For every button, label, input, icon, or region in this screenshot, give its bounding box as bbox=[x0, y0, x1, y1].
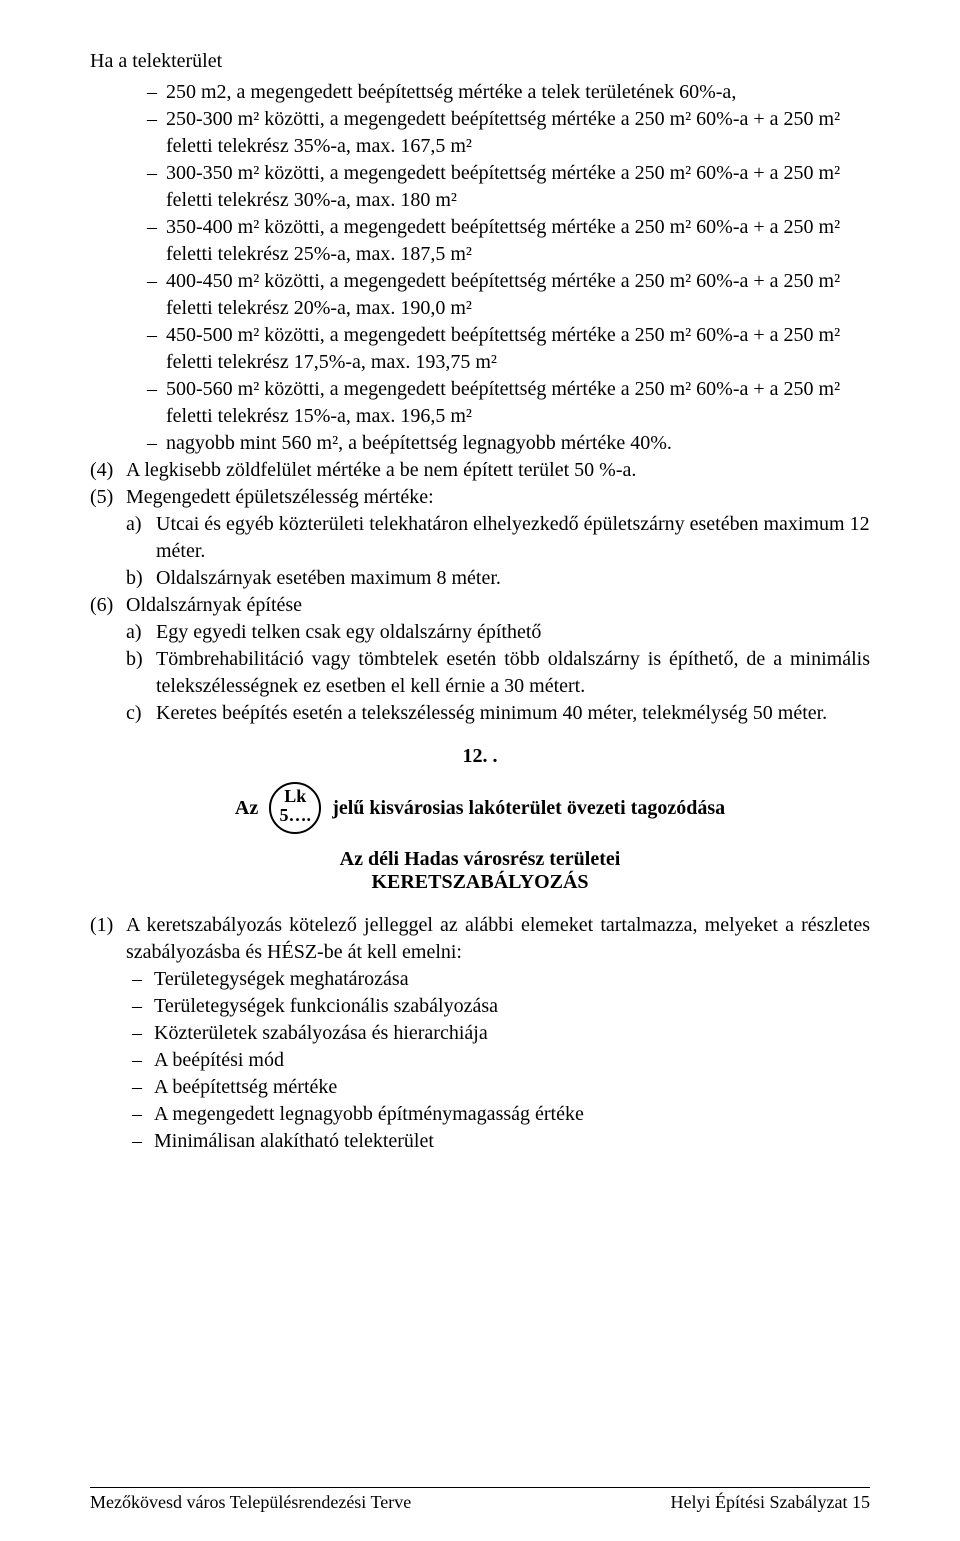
bullet-dash: – bbox=[138, 430, 166, 457]
bullet-dash: – bbox=[138, 214, 166, 268]
paragraph-1-list: –Területegységek meghatározása–Területeg… bbox=[126, 966, 870, 1155]
page-footer: Mezőkövesd város Településrendezési Terv… bbox=[90, 1487, 870, 1513]
letter-label: c) bbox=[126, 700, 156, 727]
letter-item: a)Egy egyedi telken csak egy oldalszárny… bbox=[126, 619, 870, 646]
bullet-item: –350-400 m² közötti, a megengedett beépí… bbox=[138, 214, 870, 268]
center-line-2: KERETSZABÁLYOZÁS bbox=[90, 871, 870, 894]
item-5: (5) Megengedett épületszélesség mértéke: bbox=[90, 484, 870, 511]
bullet-text: 300-350 m² közötti, a megengedett beépít… bbox=[166, 160, 870, 214]
bullet-item: –400-450 m² közötti, a megengedett beépí… bbox=[138, 268, 870, 322]
dash-mark: – bbox=[126, 1128, 154, 1155]
dash-mark: – bbox=[126, 1101, 154, 1128]
dash-text: A beépítési mód bbox=[154, 1047, 870, 1074]
letter-item: b)Oldalszárnyak esetében maximum 8 méter… bbox=[126, 565, 870, 592]
bullet-text: 250-300 m² közötti, a megengedett beépít… bbox=[166, 106, 870, 160]
letter-text: Utcai és egyéb közterületi telekhatáron … bbox=[156, 511, 870, 565]
center-line-1: Az déli Hadas városrész területei bbox=[90, 848, 870, 871]
dash-text: Területegységek meghatározása bbox=[154, 966, 870, 993]
item-5-sublist: a)Utcai és egyéb közterületi telekhatáro… bbox=[90, 511, 870, 592]
dash-text: Minimálisan alakítható telekterület bbox=[154, 1128, 870, 1155]
dash-item: –Területegységek funkcionális szabályozá… bbox=[126, 993, 870, 1020]
bullet-text: 500-560 m² közötti, a megengedett beépít… bbox=[166, 376, 870, 430]
section-number: 12. . bbox=[90, 745, 870, 768]
letter-item: a)Utcai és egyéb közterületi telekhatáro… bbox=[126, 511, 870, 565]
letter-text: Egy egyedi telken csak egy oldalszárny é… bbox=[156, 619, 870, 646]
bullet-item: –500-560 m² közötti, a megengedett beépí… bbox=[138, 376, 870, 430]
bullet-text: 250 m2, a megengedett beépítettség mérté… bbox=[166, 79, 870, 106]
letter-item: c)Keretes beépítés esetén a telekszéless… bbox=[126, 700, 870, 727]
bullet-dash: – bbox=[138, 106, 166, 160]
dash-mark: – bbox=[126, 993, 154, 1020]
item-6-sublist: a)Egy egyedi telken csak egy oldalszárny… bbox=[90, 619, 870, 727]
letter-item: b)Tömbrehabilitáció vagy tömbtelek eseté… bbox=[126, 646, 870, 700]
item-5-text: Megengedett épületszélesség mértéke: bbox=[126, 484, 870, 511]
letter-label: a) bbox=[126, 619, 156, 646]
dash-item: –Területegységek meghatározása bbox=[126, 966, 870, 993]
bullet-text: 350-400 m² közötti, a megengedett beépít… bbox=[166, 214, 870, 268]
dash-item: –Közterületek szabályozása és hierarchiá… bbox=[126, 1020, 870, 1047]
zone-badge-bottom: 5…. bbox=[271, 806, 319, 825]
bullet-dash: – bbox=[138, 376, 166, 430]
letter-text: Keretes beépítés esetén a telekszélesség… bbox=[156, 700, 870, 727]
letter-label: b) bbox=[126, 565, 156, 592]
dash-mark: – bbox=[126, 966, 154, 993]
dash-mark: – bbox=[126, 1020, 154, 1047]
letter-label: a) bbox=[126, 511, 156, 565]
footer-left: Mezőkövesd város Településrendezési Terv… bbox=[90, 1492, 411, 1513]
dash-item: –Minimálisan alakítható telekterület bbox=[126, 1128, 870, 1155]
bullet-item: –450-500 m² közötti, a megengedett beépí… bbox=[138, 322, 870, 376]
bullet-dash: – bbox=[138, 322, 166, 376]
paragraph-1: (1) A keretszabályozás kötelező jellegge… bbox=[90, 912, 870, 966]
letter-text: Tömbrehabilitáció vagy tömbtelek esetén … bbox=[156, 646, 870, 700]
dash-item: –A beépítettség mértéke bbox=[126, 1074, 870, 1101]
letter-text: Oldalszárnyak esetében maximum 8 méter. bbox=[156, 565, 870, 592]
bullet-text: 400-450 m² közötti, a megengedett beépít… bbox=[166, 268, 870, 322]
dash-text: A beépítettség mértéke bbox=[154, 1074, 870, 1101]
dash-text: Közterületek szabályozása és hierarchiáj… bbox=[154, 1020, 870, 1047]
item-6-label: (6) bbox=[90, 592, 126, 619]
bullet-dash: – bbox=[138, 268, 166, 322]
dash-text: Területegységek funkcionális szabályozás… bbox=[154, 993, 870, 1020]
dash-mark: – bbox=[126, 1074, 154, 1101]
document-page: Ha a telekterület –250 m2, a megengedett… bbox=[0, 0, 960, 1541]
item-4-label: (4) bbox=[90, 457, 126, 484]
zone-badge-top: Lk bbox=[271, 787, 319, 806]
az-heading-row: Az Lk 5…. jelű kisvárosias lakóterület ö… bbox=[90, 782, 870, 834]
zone-badge: Lk 5…. bbox=[269, 782, 321, 834]
dash-item: –A megengedett legnagyobb építménymagass… bbox=[126, 1101, 870, 1128]
bullets-list: –250 m2, a megengedett beépítettség mért… bbox=[90, 79, 870, 457]
dash-mark: – bbox=[126, 1047, 154, 1074]
item-4-text: A legkisebb zöldfelület mértéke a be nem… bbox=[126, 457, 870, 484]
letter-label: b) bbox=[126, 646, 156, 700]
dash-item: –A beépítési mód bbox=[126, 1047, 870, 1074]
item-6-text: Oldalszárnyak építése bbox=[126, 592, 870, 619]
bullet-item: –300-350 m² közötti, a megengedett beépí… bbox=[138, 160, 870, 214]
bullet-item: –250 m2, a megengedett beépítettség mért… bbox=[138, 79, 870, 106]
footer-right: Helyi Építési Szabályzat 15 bbox=[671, 1492, 870, 1513]
bullet-text: nagyobb mint 560 m², a beépítettség legn… bbox=[166, 430, 870, 457]
item-4: (4) A legkisebb zöldfelület mértéke a be… bbox=[90, 457, 870, 484]
paragraph-1-text: A keretszabályozás kötelező jelleggel az… bbox=[126, 912, 870, 966]
bullet-item: –nagyobb mint 560 m², a beépítettség leg… bbox=[138, 430, 870, 457]
az-prefix: Az bbox=[235, 797, 258, 820]
bullet-dash: – bbox=[138, 160, 166, 214]
intro-text: Ha a telekterület bbox=[90, 48, 870, 75]
bullet-item: –250-300 m² közötti, a megengedett beépí… bbox=[138, 106, 870, 160]
az-suffix: jelű kisvárosias lakóterület övezeti tag… bbox=[332, 797, 725, 820]
paragraph-1-label: (1) bbox=[90, 912, 126, 966]
dash-text: A megengedett legnagyobb építménymagassá… bbox=[154, 1101, 870, 1128]
bullet-dash: – bbox=[138, 79, 166, 106]
bullet-text: 450-500 m² közötti, a megengedett beépít… bbox=[166, 322, 870, 376]
item-6: (6) Oldalszárnyak építése bbox=[90, 592, 870, 619]
item-5-label: (5) bbox=[90, 484, 126, 511]
